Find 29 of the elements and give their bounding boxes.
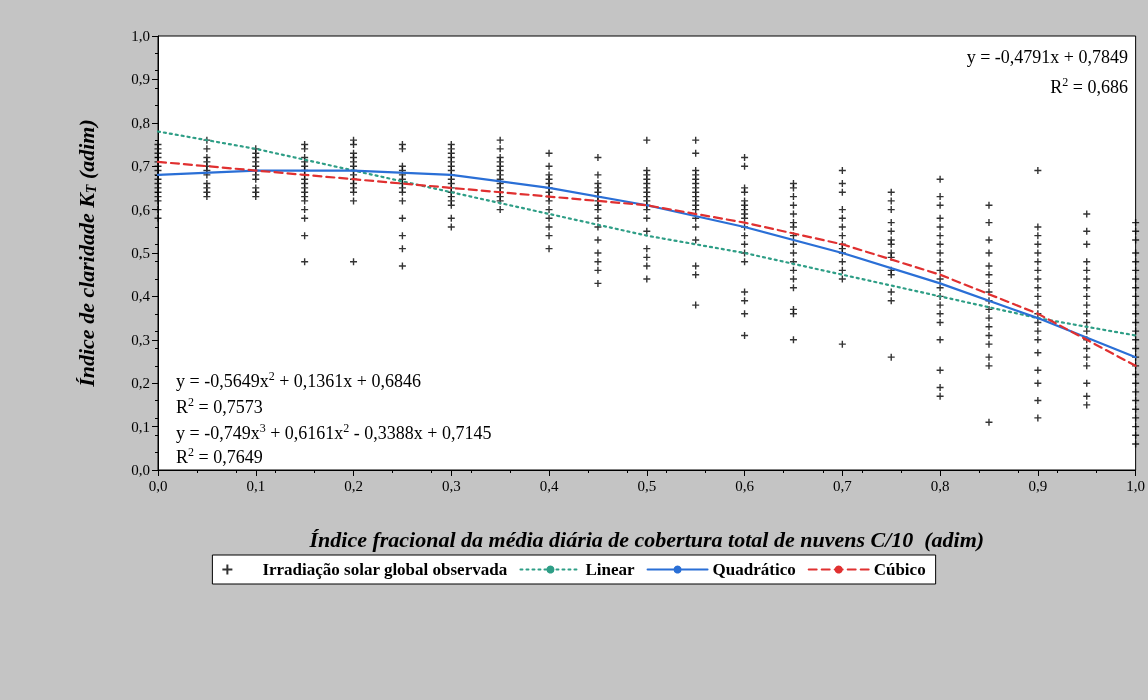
y-axis-title: Índice de claridade KT (adim) <box>73 119 99 388</box>
x-tick-label: 1,0 <box>1126 477 1145 494</box>
legend-label: Irradiação solar global observada <box>262 560 508 579</box>
y-tick-label: 1,0 <box>131 28 150 44</box>
y-tick-label: 0,1 <box>131 418 150 435</box>
y-tick-label: 0,0 <box>131 462 150 478</box>
annotation: y = -0,4791x + 0,7849 <box>966 47 1128 67</box>
y-tick-label: 0,5 <box>131 245 150 261</box>
y-tick-label: 0,6 <box>131 201 151 218</box>
y-tick-label: 0,8 <box>131 114 150 131</box>
x-tick-label: 0,5 <box>637 477 657 494</box>
y-tick-label: 0,2 <box>131 375 150 392</box>
y-tick-label: 0,4 <box>131 288 151 305</box>
x-tick-label: 0,3 <box>441 477 461 494</box>
legend-label: Quadrático <box>712 560 796 579</box>
x-tick-label: 0,9 <box>1028 477 1048 494</box>
x-tick-label: 0,6 <box>735 477 755 494</box>
x-axis-title: Índice fracional da média diária de cobertura total de nuvens C/10 (adim) <box>308 526 985 552</box>
x-tick-label: 0,4 <box>539 477 559 494</box>
y-tick-label: 0,7 <box>131 158 151 175</box>
x-tick-label: 0,1 <box>246 477 266 494</box>
legend-label: Linear <box>585 560 636 579</box>
x-tick-label: 0,8 <box>930 477 950 494</box>
x-tick-label: 0,7 <box>832 477 853 494</box>
y-tick-label: 0,3 <box>131 331 150 348</box>
y-tick-label: 0,9 <box>131 71 150 88</box>
x-tick-label: 0,2 <box>344 477 363 494</box>
x-tick-label: 0,0 <box>148 477 168 494</box>
legend-label: Cúbico <box>873 560 926 579</box>
